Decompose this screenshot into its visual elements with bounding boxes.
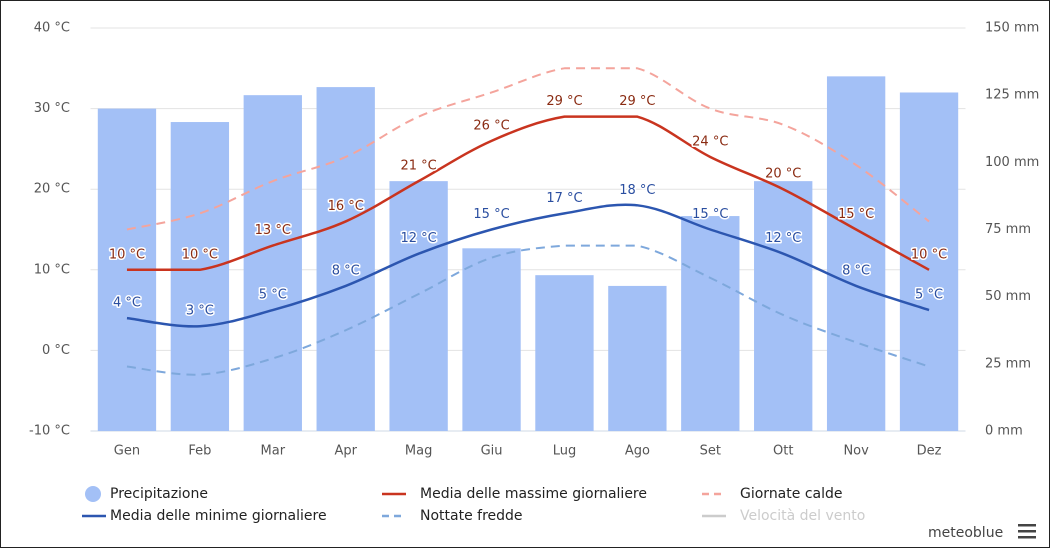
x-tick-label: Ago: [625, 444, 650, 459]
data-label: 20 °C: [765, 167, 801, 182]
x-tick-label: Gen: [114, 444, 140, 459]
data-label: 29 °C: [546, 94, 582, 109]
bar: [608, 285, 667, 431]
y2-tick-label: 150 mm: [985, 21, 1039, 36]
bar: [535, 275, 594, 431]
data-label: 15 °C: [838, 207, 874, 222]
legend-swatch: [85, 486, 101, 502]
y2-tick-label: 125 mm: [985, 88, 1039, 103]
data-label: 12 °C: [765, 231, 801, 246]
x-tick-label: Nov: [843, 444, 869, 459]
data-label: 21 °C: [400, 159, 436, 174]
legend-label: Media delle minime giornaliere: [110, 508, 327, 524]
x-tick-label: Lug: [553, 444, 577, 459]
y2-tick-label: 25 mm: [985, 356, 1031, 371]
y2-tick-label: 100 mm: [985, 155, 1039, 170]
data-label: 8 °C: [332, 263, 360, 278]
legend-label: Precipitazione: [110, 486, 208, 502]
x-tick-label: Giu: [481, 444, 503, 459]
y2-tick-label: 75 mm: [985, 222, 1031, 237]
data-label: 16 °C: [328, 199, 364, 214]
bar: [170, 122, 230, 432]
data-label: 3 °C: [186, 304, 214, 319]
y-tick-label: 10 °C: [34, 262, 70, 277]
bars: [97, 76, 959, 432]
data-label: 10 °C: [109, 247, 145, 262]
y-tick-label: -10 °C: [29, 424, 70, 439]
data-label: 10 °C: [182, 247, 218, 262]
x-tick-label: Mag: [405, 444, 432, 459]
data-label: 29 °C: [619, 94, 655, 109]
data-label: 5 °C: [259, 288, 287, 303]
line: [126, 115, 930, 272]
legend-label: Media delle massime giornaliere: [420, 486, 647, 502]
data-label: 15 °C: [473, 207, 509, 222]
y-tick-label: 40 °C: [34, 21, 70, 36]
bar: [389, 181, 448, 431]
bar: [899, 92, 959, 431]
data-label: 13 °C: [255, 223, 291, 238]
legend-label: Velocità del vento: [740, 508, 865, 524]
lines: [126, 67, 930, 376]
data-label: 5 °C: [915, 288, 943, 303]
bar: [681, 216, 740, 431]
data-label: 18 °C: [619, 183, 655, 198]
x-tick-label: Ott: [773, 444, 793, 459]
bar: [462, 248, 521, 431]
y-tick-label: 30 °C: [34, 101, 70, 116]
y2-tick-label: 50 mm: [985, 289, 1031, 304]
line: [126, 244, 930, 376]
credit: meteoblue: [928, 525, 1003, 541]
menu-icon[interactable]: [1018, 524, 1036, 539]
data-label: 26 °C: [473, 118, 509, 133]
legend-label: Nottate fredde: [420, 508, 523, 524]
x-tick-label: Mar: [261, 444, 286, 459]
labels: 10 °C 10 °C 13 °C 16 °C 21 °C 26 °C 29 °C 29 °C…: [107, 93, 948, 321]
y2-tick-label: 0 mm: [985, 424, 1023, 439]
bar: [316, 87, 375, 432]
line: [126, 67, 930, 231]
data-label: 10 °C: [911, 247, 947, 262]
y-tick-label: 20 °C: [34, 182, 70, 197]
data-label: 12 °C: [400, 231, 436, 246]
data-label: 4 °C: [113, 296, 141, 311]
x-tick-label: Feb: [188, 444, 211, 459]
grid: [90, 27, 966, 432]
bar: [826, 76, 886, 432]
data-label: 15 °C: [692, 207, 728, 222]
x-tick-label: Apr: [334, 444, 357, 459]
legend-label: Giornate calde: [740, 486, 842, 502]
data-label: 24 °C: [692, 134, 728, 149]
x-tick-label: Dez: [917, 444, 942, 459]
y-tick-label: 0 °C: [42, 343, 70, 358]
data-label: 17 °C: [546, 191, 582, 206]
data-label: 8 °C: [842, 263, 870, 278]
x-tick-label: Set: [700, 444, 721, 459]
line: [126, 203, 930, 328]
bar: [243, 95, 302, 432]
